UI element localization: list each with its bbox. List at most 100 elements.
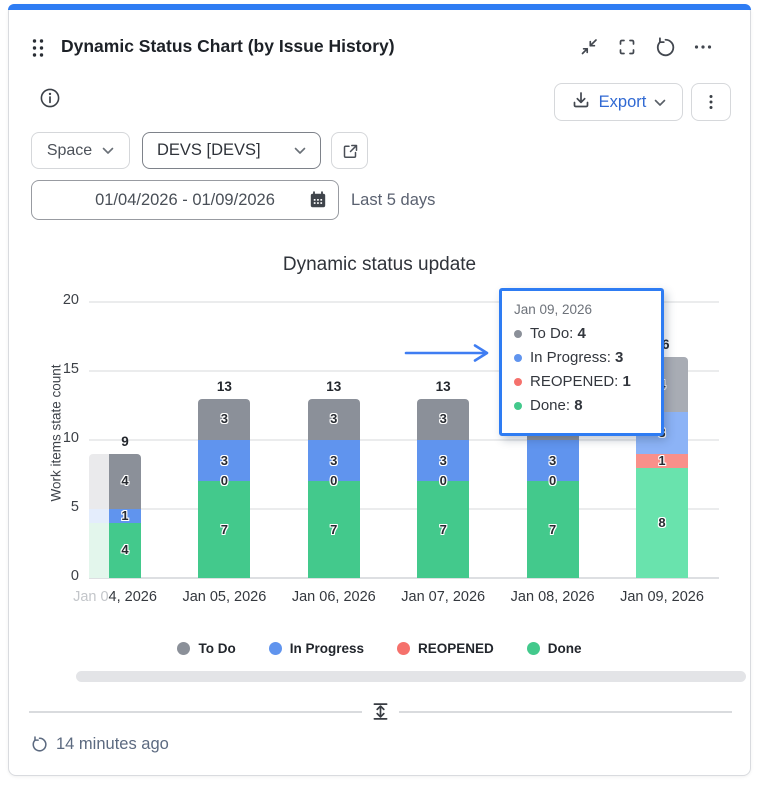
chart-tooltip: Jan 09, 2026 To Do: 4 In Progress: 3 REOPE…: [499, 288, 664, 436]
x-axis-tick-label: Jan 09, 2026: [620, 589, 704, 605]
bar-segment[interactable]: [198, 481, 251, 578]
tooltip-swatch: [514, 401, 522, 410]
tooltip-text: In Progress: 3: [530, 349, 624, 366]
space-dropdown[interactable]: Space: [31, 132, 130, 169]
tooltip-row: To Do: 4: [514, 325, 649, 342]
header-actions: [578, 36, 714, 58]
legend-item[interactable]: To Do: [177, 641, 236, 656]
chevron-down-icon: [294, 141, 306, 160]
bar-total-label: 13: [435, 378, 451, 394]
legend-label: In Progress: [289, 641, 364, 656]
x-axis-tick-label: Jan 06, 2026: [291, 589, 376, 605]
y-axis-tick-label: 20: [62, 292, 79, 308]
legend-item[interactable]: REOPENED: [397, 641, 494, 656]
widget-card: Dynamic Status Chart (by Issue History): [8, 4, 751, 776]
calendar-icon: [310, 191, 326, 208]
legend-swatch: [397, 642, 410, 655]
bar-segment[interactable]: [198, 398, 251, 440]
bar-segment[interactable]: [307, 398, 360, 440]
last-updated-text: 14 minutes ago: [56, 735, 169, 753]
bar-value-label: 0: [548, 473, 557, 489]
export-button[interactable]: Export: [554, 83, 683, 121]
bar-segment[interactable]: [109, 522, 141, 578]
kebab-menu-button[interactable]: [691, 83, 731, 121]
tooltip-text: REOPENED: 1: [530, 373, 631, 390]
bar-segment[interactable]: [526, 481, 579, 578]
bar-total-label: 13: [216, 378, 232, 394]
bar-value-label: 7: [220, 521, 228, 537]
legend-swatch: [268, 642, 282, 655]
bar-segment[interactable]: [417, 440, 470, 482]
export-button-label: Export: [598, 92, 647, 111]
tooltip-swatch: [514, 377, 522, 386]
date-range-hint: Last 5 days: [351, 190, 436, 209]
ellipsis-icon[interactable]: [692, 36, 714, 58]
widget-title: Dynamic Status Chart (by Issue History): [61, 36, 395, 56]
bar-segment[interactable]: [109, 453, 141, 509]
legend-swatch: [526, 642, 540, 655]
gridline: [89, 577, 719, 579]
bar-value-label: 7: [439, 521, 447, 537]
bar-value-label: 7: [548, 521, 557, 537]
project-dropdown-value: DEVS [DEVS]: [157, 141, 261, 159]
bar-value-label: 3: [330, 411, 338, 427]
bar-value-label: 0: [330, 473, 338, 489]
bar-value-label: 0: [220, 473, 228, 489]
tooltip-row: In Progress: 3: [514, 349, 649, 366]
bar-value-label: 3: [548, 452, 557, 468]
legend-item[interactable]: Done: [526, 641, 582, 656]
divider-line: [29, 711, 362, 713]
bar-segment[interactable]: [417, 398, 470, 440]
bar-total-label: 9: [121, 433, 129, 449]
fullscreen-icon[interactable]: [616, 36, 638, 58]
legend-label: Done: [547, 641, 582, 656]
bar-segment[interactable]: [636, 453, 688, 468]
bar-segment[interactable]: [307, 481, 360, 578]
bar-segment[interactable]: [417, 481, 470, 578]
bar-segment[interactable]: [526, 440, 579, 482]
bar-segment[interactable]: [89, 453, 109, 509]
y-axis-tick-label: 0: [70, 568, 79, 584]
resize-vertical-icon[interactable]: [371, 702, 390, 724]
chevron-down-icon: [654, 93, 666, 112]
tooltip-row: Done: 8: [514, 397, 649, 414]
bar-value-label: 3: [439, 452, 447, 468]
refresh-icon[interactable]: [31, 736, 48, 753]
bar-value-label: 3: [330, 452, 338, 468]
bar-value-label: 3: [220, 411, 228, 427]
y-axis-tick-label: 5: [70, 499, 79, 515]
y-axis-tick-label: 10: [62, 430, 79, 446]
bar-value-label: 7: [330, 521, 338, 537]
download-icon: [571, 90, 591, 115]
bar-segment[interactable]: [89, 522, 109, 578]
tooltip-text: Done: 8: [530, 397, 583, 414]
tooltip-swatch: [514, 329, 522, 338]
bar-segment[interactable]: [198, 440, 251, 482]
open-in-new-icon[interactable]: [331, 132, 368, 169]
tooltip-swatch: [514, 353, 522, 362]
bar-segment[interactable]: [89, 509, 109, 523]
bar-segment[interactable]: [307, 440, 360, 482]
x-axis-tick-label: Jan 07, 2026: [401, 589, 486, 605]
bar-value-label: 4: [121, 473, 129, 489]
x-axis-tick-label: Jan 04, 2026: [73, 589, 157, 605]
drag-handle-icon[interactable]: [31, 38, 45, 63]
legend-swatch: [177, 642, 191, 655]
bar-segment[interactable]: [636, 467, 688, 578]
legend-label: To Do: [198, 641, 236, 656]
info-icon[interactable]: [39, 87, 61, 112]
collapse-icon[interactable]: [578, 36, 600, 58]
x-axis-tick-label: Jan 08, 2026: [510, 589, 595, 605]
legend-label: REOPENED: [418, 641, 494, 656]
chart-horizontal-scrollbar[interactable]: [76, 671, 746, 682]
legend-item[interactable]: In Progress: [268, 641, 364, 656]
gridline: [89, 508, 719, 510]
gridline: [89, 370, 719, 372]
date-range-input[interactable]: 01/04/2026 - 01/09/2026: [31, 180, 339, 220]
bar-value-label: 1: [658, 452, 666, 468]
chart-legend: To Do In Progress REOPENED Done: [9, 641, 750, 656]
refresh-icon[interactable]: [654, 36, 676, 58]
bar-segment[interactable]: [109, 509, 141, 523]
project-dropdown[interactable]: DEVS [DEVS]: [142, 132, 321, 169]
bar-value-label: 0: [439, 473, 447, 489]
